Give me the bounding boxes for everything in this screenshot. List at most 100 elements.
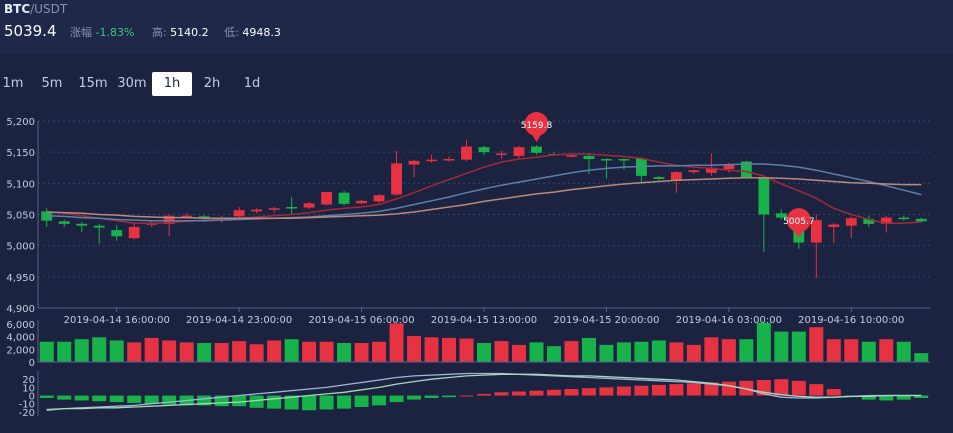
high-label: 高: xyxy=(151,26,167,39)
candle-body xyxy=(461,146,472,160)
moving-average-line xyxy=(46,163,922,222)
volume-bar xyxy=(826,339,841,362)
volume-bar xyxy=(494,341,509,362)
macd-histogram-bar xyxy=(442,395,457,398)
macd-histogram-bar xyxy=(791,380,806,396)
volume-bar xyxy=(127,342,142,362)
macd-histogram-bar xyxy=(197,395,212,406)
time-tick-label: 2019-04-14 16:00:00 xyxy=(64,315,170,326)
volume-bar xyxy=(267,340,282,362)
tab-2h[interactable]: 2h xyxy=(203,76,221,91)
candle-body xyxy=(303,203,315,208)
volume-bar xyxy=(424,337,439,362)
macd-histogram-bar xyxy=(267,395,282,409)
macd-histogram-bar xyxy=(774,379,789,396)
macd-histogram-bar xyxy=(546,389,561,396)
candle-body xyxy=(426,159,437,162)
candle-body xyxy=(705,167,717,173)
candle-body xyxy=(356,200,367,204)
volume-bar xyxy=(74,339,89,362)
volume-bar xyxy=(686,344,701,362)
macd-tick-label: 10 xyxy=(22,383,35,394)
low-value: 4948.3 xyxy=(242,26,281,39)
volume-bar xyxy=(721,339,736,362)
macd-histogram-bar xyxy=(669,384,684,396)
candle-body xyxy=(251,209,263,212)
volume-bar xyxy=(302,341,317,362)
pair-base: BTC xyxy=(4,2,31,16)
volume-bar xyxy=(599,344,614,362)
macd-histogram-bar xyxy=(616,386,631,396)
macd-histogram-bar xyxy=(354,395,369,407)
candle-body xyxy=(915,218,927,222)
macd-histogram-bar xyxy=(739,380,754,396)
macd-histogram-bar xyxy=(214,395,229,407)
tab-5m[interactable]: 5m xyxy=(41,76,63,91)
volume-bar xyxy=(57,341,72,362)
candle-body xyxy=(478,147,490,153)
price-tick-label: 5,100 xyxy=(6,179,35,190)
price-tick-label: 4,950 xyxy=(6,273,35,284)
candle-body xyxy=(391,163,402,195)
volume-bar xyxy=(651,340,666,362)
volume-bar xyxy=(844,339,859,362)
volume-bar xyxy=(477,343,491,362)
candle-body xyxy=(898,217,910,220)
candle-body xyxy=(146,223,158,225)
time-tick-label: 2019-04-15 06:00:00 xyxy=(308,315,414,326)
volume-bar xyxy=(529,342,544,362)
candle-body xyxy=(268,208,280,210)
tab-30m[interactable]: 30m xyxy=(117,76,147,91)
macd-histogram-bar xyxy=(249,395,264,408)
candle-body xyxy=(880,217,892,224)
volume-bar xyxy=(791,331,806,362)
candle-body xyxy=(496,153,507,155)
time-tick-label: 2019-04-14 23:00:00 xyxy=(186,315,292,326)
volume-bar xyxy=(284,339,299,362)
volume-bar xyxy=(669,342,684,362)
price-stats: 5039.4 涨幅 -1.83% 高: 5140.2 低: 4948.3 xyxy=(4,22,293,40)
volume-bar xyxy=(372,341,387,362)
volume-bar xyxy=(879,339,894,362)
macd-histogram-bar xyxy=(581,388,596,396)
candle-body xyxy=(163,215,175,224)
time-tick-label: 2019-04-15 20:00:00 xyxy=(553,315,659,326)
candle-body xyxy=(531,146,542,153)
candle-body xyxy=(670,172,682,181)
volume-tick-label: 0 xyxy=(29,358,35,369)
macd-histogram-bar xyxy=(914,395,929,398)
volume-tick-label: 2,000 xyxy=(6,345,35,356)
volume-bar xyxy=(407,336,422,362)
candle-body xyxy=(758,177,770,215)
volume-bar xyxy=(704,337,719,362)
last-price: 5039.4 xyxy=(4,22,57,40)
tab-1d[interactable]: 1d xyxy=(243,76,261,91)
price-tick-label: 5,050 xyxy=(6,211,35,222)
candle-body xyxy=(810,220,822,243)
change-label: 涨幅 xyxy=(70,26,92,39)
macd-histogram-bar xyxy=(599,387,614,396)
volume-bar xyxy=(861,341,876,362)
tab-1h[interactable]: 1h xyxy=(152,72,192,96)
volume-bar xyxy=(896,341,911,362)
volume-bar xyxy=(249,344,264,362)
macd-histogram-bar xyxy=(704,382,719,396)
macd-histogram-bar xyxy=(686,383,701,396)
macd-histogram-bar xyxy=(861,395,876,400)
candle-body xyxy=(286,207,298,209)
time-tick-label: 2019-04-16 03:00:00 xyxy=(676,315,782,326)
macd-histogram-bar xyxy=(459,395,474,397)
volume-bar xyxy=(337,343,352,362)
candle-body xyxy=(233,210,245,217)
candle-body xyxy=(443,159,455,161)
high-value: 5140.2 xyxy=(170,26,209,39)
tab-1m[interactable]: 1m xyxy=(2,76,24,91)
macd-tick-label: 0 xyxy=(29,392,35,403)
macd-histogram-bar xyxy=(319,395,334,410)
price-marker-tip xyxy=(792,228,805,239)
tab-15m[interactable]: 15m xyxy=(78,76,108,91)
price-marker-pin xyxy=(524,112,549,137)
macd-histogram-bar xyxy=(511,391,526,396)
